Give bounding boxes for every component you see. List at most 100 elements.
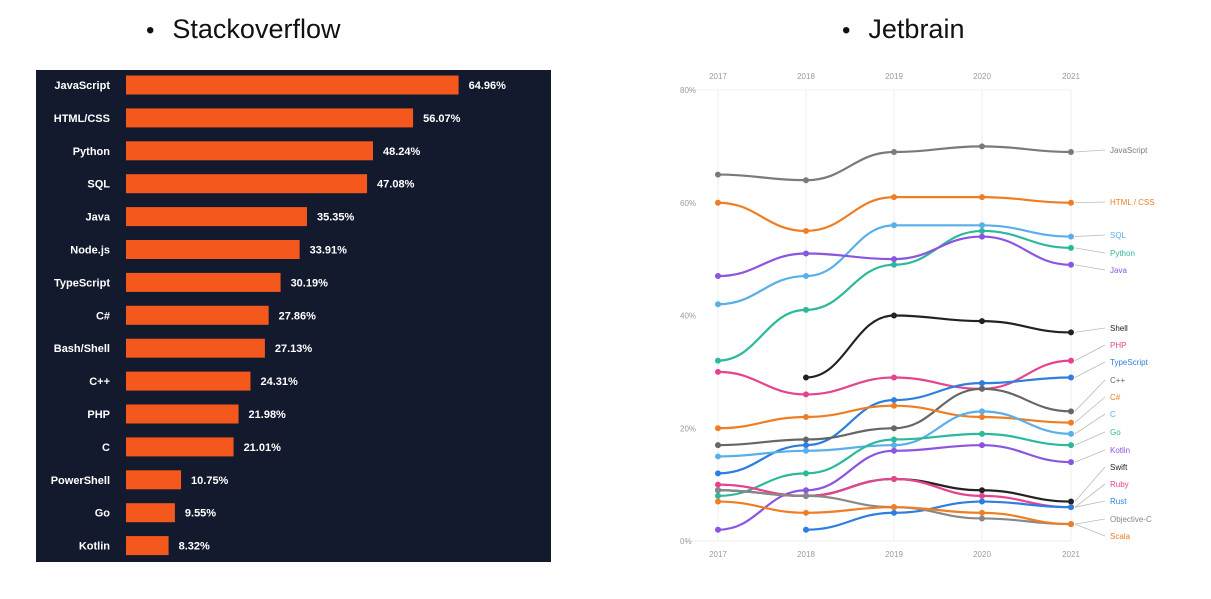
x-tick-top-2017: 2017	[709, 72, 727, 81]
point-c	[979, 385, 985, 392]
series-label-kotlin: Kotlin	[1110, 446, 1130, 455]
point-go	[715, 492, 721, 499]
value-label-c: 21.01%	[244, 442, 282, 454]
series-label-rust: Rust	[1110, 497, 1127, 506]
point-sql	[891, 222, 897, 229]
value-label-sql: 47.08%	[377, 179, 415, 191]
value-label-c: 24.31%	[260, 376, 298, 388]
point-c	[715, 442, 721, 449]
jetbrain-line-chart: 2017 2017 2018 2018 2019 2019 2020 2020 2021 2021…	[680, 68, 1200, 568]
leader-line-python	[1074, 247, 1106, 254]
series-label-c: C	[1110, 410, 1116, 419]
point-rust	[803, 526, 809, 533]
category-label-node-js: Node.js	[70, 245, 110, 257]
point-shell	[803, 374, 809, 381]
category-label-kotlin: Kotlin	[79, 541, 110, 553]
point-scala	[979, 509, 985, 516]
leader-line-objective-c	[1074, 518, 1106, 525]
category-label-c: C#	[96, 310, 110, 322]
value-label-node-js: 33.91%	[310, 245, 348, 257]
point-java	[1068, 261, 1074, 268]
point-sql	[715, 301, 721, 308]
value-label-go: 9.55%	[185, 508, 216, 520]
point-typescript	[1068, 374, 1074, 381]
leader-line-php	[1074, 344, 1106, 361]
x-tick-top-2021: 2021	[1062, 72, 1080, 81]
point-ruby	[979, 492, 985, 499]
point-rust	[979, 498, 985, 505]
point-c	[803, 447, 809, 454]
stackoverflow-chart-svg: JavaScript 64.96% HTML/CSS 56.07% Python 48.2…	[51, 75, 507, 556]
series-label-typescript: TypeScript	[1110, 358, 1149, 367]
point-python	[979, 227, 985, 234]
point-shell	[891, 312, 897, 319]
bar-c	[126, 305, 269, 325]
point-scala	[1068, 521, 1074, 528]
value-label-powershell: 10.75%	[191, 475, 229, 487]
point-c	[979, 413, 985, 420]
value-label-javascript: 64.96%	[469, 80, 507, 92]
leader-line-javascript	[1074, 149, 1106, 153]
point-shell	[1068, 329, 1074, 336]
series-label-html-css: HTML / CSS	[1110, 198, 1155, 207]
point-python	[803, 306, 809, 313]
x-tick-top-2020: 2020	[973, 72, 991, 81]
stackoverflow-title: Stackoverflow	[172, 14, 341, 44]
point-rust	[1068, 504, 1074, 511]
series-label-c: C#	[1110, 393, 1121, 402]
jetbrain-heading: • Jetbrain	[842, 14, 964, 45]
point-shell	[979, 318, 985, 325]
point-html-css	[1068, 199, 1074, 206]
bar-node-js	[126, 240, 300, 259]
point-typescript	[979, 380, 985, 387]
bar-powershell	[126, 470, 182, 490]
point-html-css	[803, 227, 809, 234]
point-objective-c	[803, 492, 809, 499]
y-tick-80: 80%	[680, 86, 696, 95]
leader-line-c	[1074, 379, 1106, 412]
leader-line-shell	[1074, 327, 1106, 333]
point-javascript	[803, 177, 809, 184]
point-go	[803, 470, 809, 477]
series-line-python	[716, 229, 1073, 362]
category-label-sql: SQL	[87, 179, 110, 191]
bar-bash-shell	[126, 338, 265, 358]
category-label-typescript: TypeScript	[54, 277, 110, 289]
point-html-css	[715, 199, 721, 206]
category-label-php: PHP	[87, 409, 110, 421]
series-label-python: Python	[1110, 249, 1135, 258]
point-c	[1068, 419, 1074, 426]
category-label-c: C++	[89, 376, 110, 388]
series-line-rust	[804, 500, 1073, 531]
point-kotlin	[715, 526, 721, 533]
leader-line-java	[1074, 264, 1106, 271]
point-java	[891, 256, 897, 263]
bar-javascript	[126, 75, 459, 95]
stackoverflow-heading: • Stackoverflow	[146, 14, 340, 45]
point-go	[1068, 442, 1074, 449]
category-label-python: Python	[73, 146, 111, 158]
point-swift	[979, 487, 985, 494]
bar-html-css	[126, 108, 414, 128]
point-typescript	[715, 470, 721, 477]
point-c	[715, 453, 721, 460]
value-label-c: 27.86%	[279, 310, 317, 322]
point-php	[1068, 357, 1074, 364]
leader-line-html-css	[1074, 201, 1106, 204]
series-label-scala: Scala	[1110, 532, 1131, 541]
point-objective-c	[979, 515, 985, 522]
point-html-css	[979, 194, 985, 201]
jetbrain-chart-svg: 2017 2017 2018 2018 2019 2019 2020 2020 2021 2021…	[680, 72, 1155, 559]
series-label-go: Go	[1110, 428, 1121, 437]
jetbrain-title: Jetbrain	[868, 14, 965, 44]
value-label-html-css: 56.07%	[423, 113, 461, 125]
point-kotlin	[803, 487, 809, 494]
point-go	[979, 430, 985, 437]
point-typescript	[891, 397, 897, 404]
x-tick-top-2018: 2018	[797, 72, 815, 81]
point-ruby	[715, 481, 721, 488]
point-scala	[891, 504, 897, 511]
value-label-python: 48.24%	[383, 146, 421, 158]
value-label-kotlin: 8.32%	[179, 541, 210, 553]
series-label-java: Java	[1110, 266, 1127, 275]
